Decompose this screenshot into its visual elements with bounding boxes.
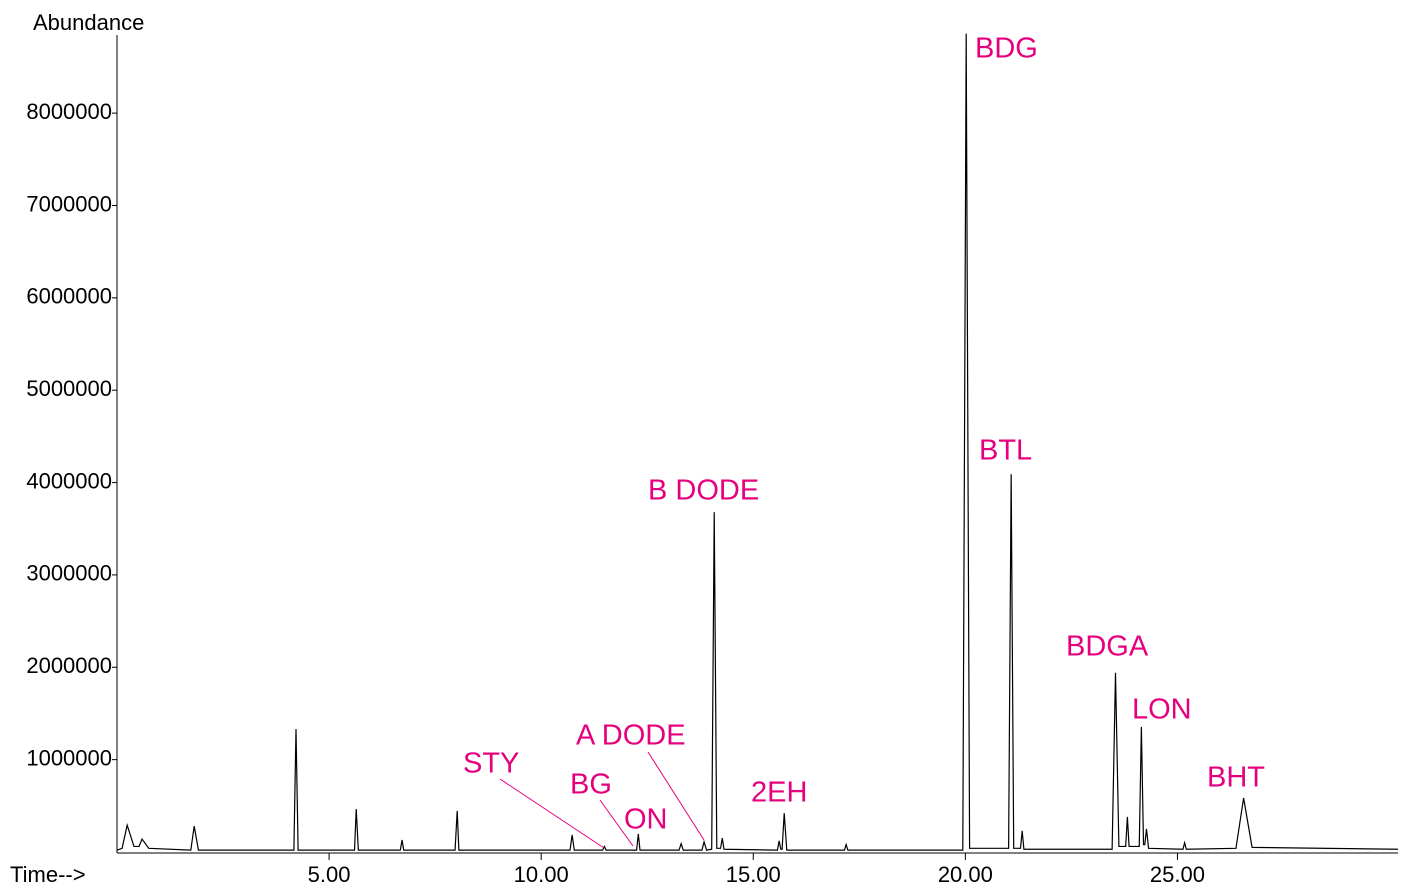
y-axis-label: Abundance [33, 10, 144, 35]
y-tick-label: 6000000 [26, 284, 112, 309]
peak-label: 2EH [751, 777, 807, 809]
x-tick-label: 25.00 [1150, 862, 1205, 887]
y-tick-label: 2000000 [26, 653, 112, 678]
peak-label: A DODE [576, 720, 686, 752]
x-axis-label: Time--> [10, 862, 86, 887]
peak-label: BHT [1207, 762, 1265, 794]
x-tick-label: 15.00 [726, 862, 781, 887]
peak-label: BDG [975, 33, 1038, 65]
x-tick-label: 10.00 [514, 862, 569, 887]
peak-label: BDGA [1066, 631, 1149, 663]
leader-line [647, 751, 705, 841]
y-tick-label: 7000000 [26, 191, 112, 216]
trace [116, 33, 1399, 851]
leader-line [599, 799, 634, 847]
peak-label: BTL [979, 435, 1032, 467]
y-tick-label: 8000000 [26, 99, 112, 124]
y-tick-label: 4000000 [26, 468, 112, 493]
y-tick-label: 5000000 [26, 376, 112, 401]
peak-label: ON [624, 804, 668, 836]
x-tick-label: 5.00 [308, 862, 351, 887]
peak-label: B DODE [648, 475, 759, 507]
x-tick-label: 20.00 [938, 862, 993, 887]
peak-label: STY [463, 748, 519, 780]
y-tick-label: 3000000 [26, 561, 112, 586]
leader-line [499, 778, 605, 849]
peak-label: BG [570, 769, 612, 801]
y-tick-label: 1000000 [26, 745, 112, 770]
peak-label: LON [1132, 694, 1192, 726]
